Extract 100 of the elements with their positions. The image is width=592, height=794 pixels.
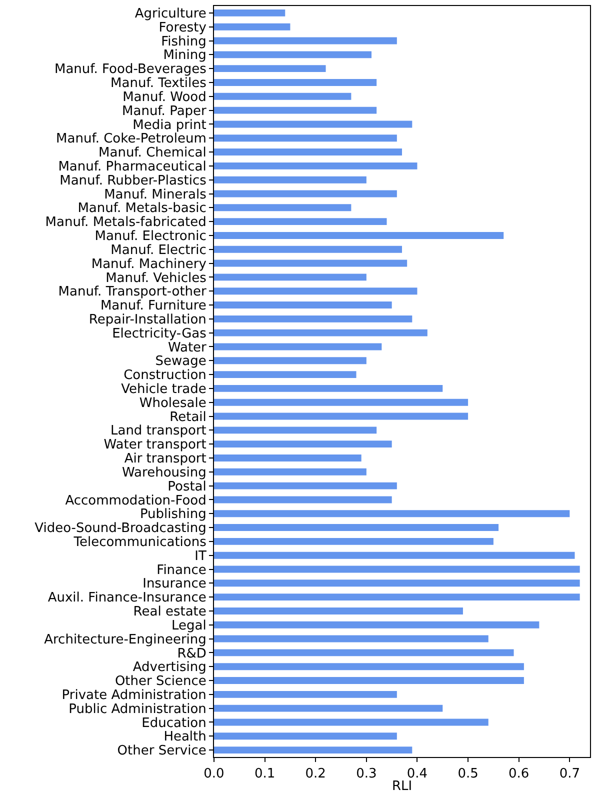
bar — [214, 704, 443, 712]
bar — [214, 92, 352, 100]
y-tick-label: Accommodation-Food — [65, 493, 206, 508]
bar — [214, 204, 352, 212]
y-tick-label: Private Administration — [62, 688, 206, 703]
y-tick-label: Water transport — [104, 438, 206, 453]
y-tick-label: Water — [168, 340, 208, 356]
y-tick-label: Air transport — [124, 452, 206, 467]
bar — [214, 343, 382, 350]
bar — [214, 552, 575, 559]
y-tick-label: Health — [164, 730, 206, 745]
bar — [214, 677, 524, 684]
bar — [214, 482, 397, 490]
bar — [214, 566, 580, 573]
bar — [214, 134, 397, 142]
bar — [214, 635, 488, 642]
y-tick-label: Manuf. Metals-basic — [78, 201, 206, 216]
y-tick-label: Fishing — [161, 34, 206, 50]
y-tick-label: Manuf. Transport-other — [58, 284, 208, 300]
bar — [214, 246, 402, 253]
y-tick-label: Architecture-Engineering — [44, 632, 206, 648]
y-tick-label: Manuf. Vehicles — [106, 270, 207, 286]
y-tick-label: Manuf. Machinery — [91, 256, 207, 272]
x-tick-label: 0.2 — [305, 766, 326, 782]
y-tick-label: Manuf. Textiles — [110, 76, 207, 92]
bar — [214, 510, 570, 518]
bar — [214, 288, 418, 295]
bar — [214, 608, 463, 614]
bar — [214, 190, 397, 198]
y-tick-label: Electricity-Gas — [112, 326, 207, 342]
y-tick-label: Auxil. Finance-Insurance — [48, 590, 206, 606]
bar — [214, 329, 428, 336]
y-tick-label: IT — [194, 548, 206, 564]
y-tick-label: Repair-Installation — [88, 312, 206, 328]
y-tick-label: Manuf. Pharmaceutical — [58, 159, 206, 174]
bar — [214, 538, 494, 545]
y-tick-label: Video-Sound-Broadcasting — [34, 521, 206, 536]
x-tick-label: 0.3 — [356, 766, 377, 782]
bar — [214, 106, 377, 114]
y-tick-label: Manuf. Furniture — [100, 298, 206, 314]
bar — [214, 594, 580, 601]
bar — [214, 496, 392, 504]
y-tick-label: Mining — [163, 48, 206, 64]
y-tick-label: Wholesale — [139, 396, 206, 411]
bar — [214, 176, 366, 184]
y-tick-label: Manuf. Coke-Petroleum — [56, 132, 206, 147]
bar — [214, 37, 397, 44]
y-tick-label: Advertising — [132, 660, 206, 676]
x-tick-label: 0.7 — [559, 766, 580, 782]
bar — [214, 649, 514, 656]
bar — [214, 384, 443, 392]
bar — [214, 412, 468, 420]
bar — [214, 51, 372, 58]
y-tick-label: Foresty — [158, 20, 207, 36]
bar — [214, 357, 366, 364]
bar — [214, 148, 402, 156]
y-tick-label: Insurance — [142, 576, 206, 592]
x-tick-label: 0.0 — [204, 766, 224, 782]
bar — [214, 162, 418, 170]
y-tick-label: Manuf. Metals-fabricated — [45, 215, 206, 230]
bar — [214, 454, 362, 462]
bar — [214, 663, 524, 670]
x-tick-label: 0.6 — [508, 766, 530, 782]
y-tick-label: Other Service — [117, 744, 206, 759]
y-tick-label: Other Science — [114, 674, 206, 690]
bar — [214, 621, 540, 628]
y-tick-label: Manuf. Chemical — [98, 146, 206, 161]
bar — [214, 718, 488, 726]
bar — [214, 468, 366, 476]
y-tick-label: Public Administration — [68, 702, 206, 717]
bar — [214, 371, 356, 378]
y-tick-label: Manuf. Minerals — [104, 187, 207, 202]
bar — [214, 398, 468, 406]
bar — [214, 79, 377, 86]
y-tick-label: Manuf. Electronic — [94, 229, 206, 244]
y-tick-label: Education — [142, 716, 206, 731]
y-tick-label: Manuf. Wood — [122, 90, 206, 105]
y-tick-label: Retail — [170, 410, 206, 425]
y-tick-label: Vehicle trade — [121, 382, 206, 397]
y-tick-label: Sewage — [155, 354, 206, 370]
y-tick-label: Manuf. Food-Beverages — [54, 62, 207, 78]
bar — [214, 23, 290, 30]
bar — [214, 524, 499, 531]
y-tick-label: Media print — [132, 118, 206, 133]
y-tick-label: Agriculture — [134, 6, 206, 22]
bar — [214, 232, 504, 239]
x-tick-label: 0.5 — [458, 766, 478, 782]
bar — [214, 302, 392, 308]
x-axis-title: RLI — [392, 779, 412, 794]
y-tick-label: Manuf. Paper — [122, 104, 208, 119]
y-tick-label: Manuf. Electric — [110, 242, 206, 258]
y-tick-label: Finance — [156, 562, 206, 578]
bar — [214, 260, 408, 267]
bar — [214, 120, 412, 128]
y-tick-label: Construction — [124, 368, 206, 384]
y-tick-label: R&D — [177, 646, 206, 662]
y-tick-label: Warehousing — [122, 465, 206, 480]
bar — [214, 426, 377, 434]
bar — [214, 746, 412, 754]
y-tick-label: Publishing — [140, 507, 206, 522]
